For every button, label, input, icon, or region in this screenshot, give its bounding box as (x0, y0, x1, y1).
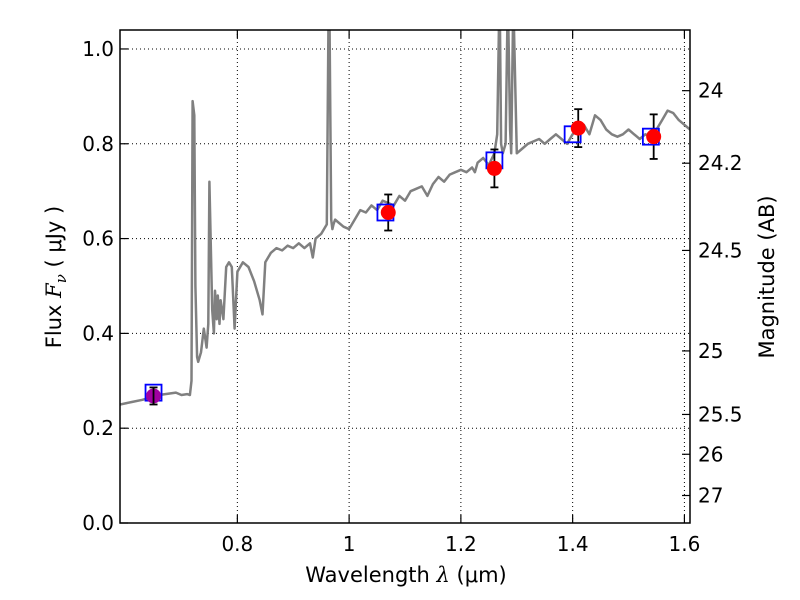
error-bars (149, 108, 658, 406)
observed-flux-point-4 (646, 129, 662, 145)
y2-axis-label: Magnitude (AB) (755, 195, 779, 358)
y2-tick-label: 24 (698, 79, 723, 103)
y2-tick-label: 27 (698, 484, 723, 508)
y2-tick-label: 25.5 (698, 402, 743, 426)
model-photometry-squares (144, 125, 660, 402)
x-tick-label: 1.2 (445, 532, 477, 556)
y2-tick-label: 25 (698, 339, 723, 363)
x-axis-label: Wavelength λ (μm) (305, 563, 506, 587)
x-tick-label: 1 (343, 532, 356, 556)
x-tick-label: 1.6 (669, 532, 701, 556)
y2-tick-label: 26 (698, 442, 723, 466)
observed-flux-point-2 (486, 160, 502, 176)
y2-tick-label: 24.2 (698, 151, 743, 175)
y-tick-labels: 0.0 0.2 0.4 0.6 0.8 1.0 (82, 37, 114, 535)
observed-flux-point-3 (570, 120, 586, 136)
x-tick-labels: 0.8 1 1.2 1.4 1.6 (221, 532, 700, 556)
y-axis-label: Flux Fν ( μJy ) (42, 206, 70, 348)
x-tick-label: 0.8 (221, 532, 253, 556)
y-tick-label: 0.2 (82, 416, 114, 440)
model-spectrum-layer (120, 30, 690, 406)
y2-tick-label: 24.5 (698, 238, 743, 262)
observed-flux-points (146, 120, 662, 405)
y-tick-label: 0.4 (82, 321, 114, 345)
y-tick-label: 0.8 (82, 132, 114, 156)
y-tick-label: 0.6 (82, 227, 114, 251)
plot-frame (119, 29, 691, 524)
model-spectrum-line (120, 30, 690, 406)
grid-lines (120, 30, 690, 524)
y-tick-label: 0.0 (82, 511, 114, 535)
y2-tick-labels: 24 24.2 24.5 25 25.5 26 27 (698, 79, 743, 508)
x-tick-label: 1.4 (557, 532, 589, 556)
observed-flux-point-1 (380, 205, 396, 221)
axis-ticks (120, 30, 690, 524)
y-tick-label: 1.0 (82, 37, 114, 61)
